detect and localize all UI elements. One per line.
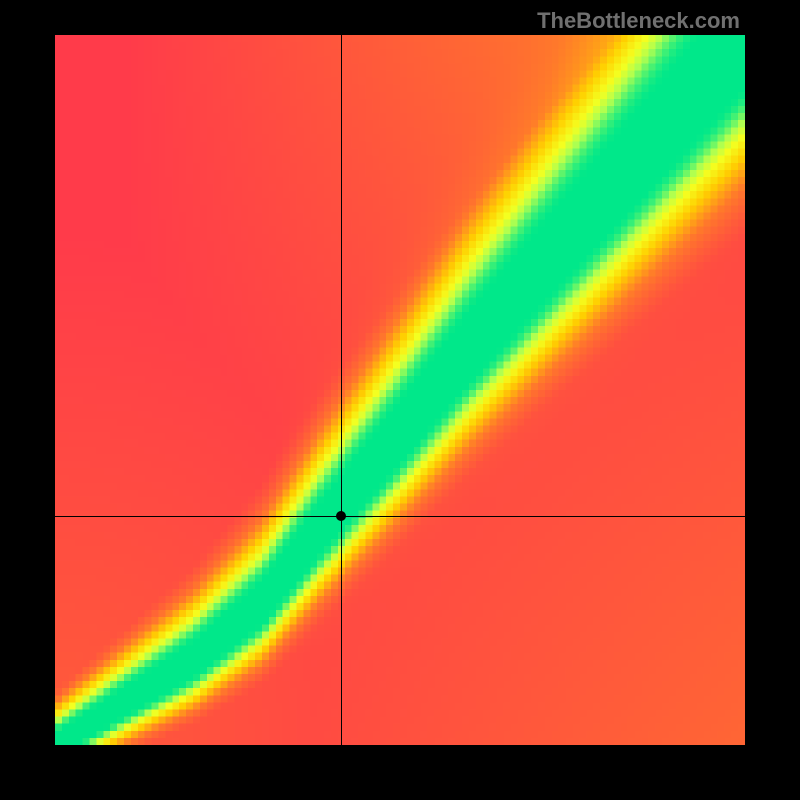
crosshair-horizontal	[55, 516, 745, 517]
heatmap-canvas	[55, 35, 745, 745]
plot-area	[55, 35, 745, 745]
chart-container: TheBottleneck.com	[0, 0, 800, 800]
marker-dot	[336, 511, 346, 521]
crosshair-vertical	[341, 35, 342, 745]
watermark-text: TheBottleneck.com	[537, 8, 740, 34]
